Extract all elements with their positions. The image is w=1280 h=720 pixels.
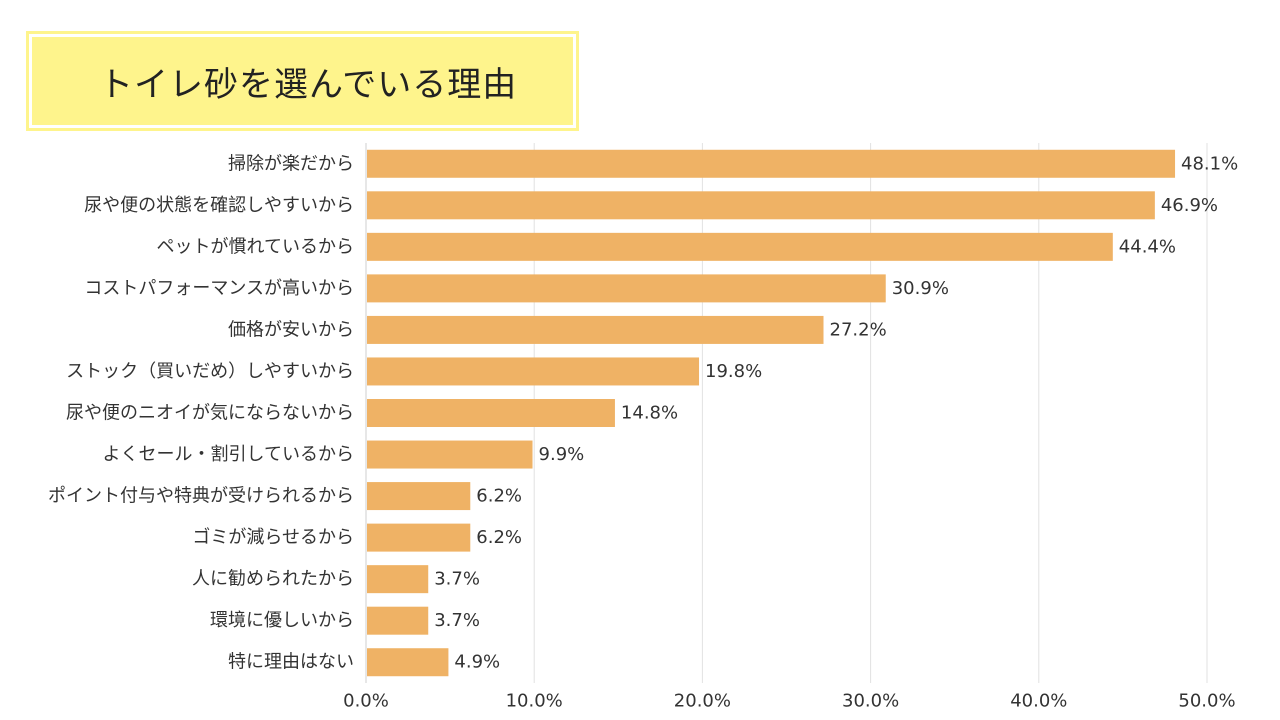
value-label: 44.4% <box>1119 236 1176 257</box>
category-label: ポイント付与や特典が受けられるから <box>48 486 354 507</box>
x-tick-label: 20.0% <box>674 691 731 712</box>
value-label: 9.9% <box>539 444 585 465</box>
category-label: 掃除が楽だから <box>228 153 354 174</box>
category-label: ストック（買いだめ）しやすいから <box>66 361 354 382</box>
bar <box>367 315 824 344</box>
value-label: 4.9% <box>454 652 500 673</box>
bar <box>367 357 700 386</box>
category-label: 環境に優しいから <box>210 610 354 631</box>
bar <box>367 565 429 594</box>
x-tick-label: 30.0% <box>842 691 899 712</box>
x-tick-label: 0.0% <box>343 691 389 712</box>
value-label: 19.8% <box>705 361 762 382</box>
category-label: 特に理由はない <box>228 652 354 673</box>
value-label: 30.9% <box>892 278 949 299</box>
chart-title: トイレ砂を選んでいる理由 <box>99 64 518 105</box>
value-label: 27.2% <box>830 319 887 340</box>
value-label: 14.8% <box>621 403 678 424</box>
x-tick-label: 40.0% <box>1010 691 1067 712</box>
bar <box>367 482 471 511</box>
value-label: 6.2% <box>476 527 522 548</box>
category-label: 人に勧められたから <box>192 569 354 590</box>
bar <box>367 191 1155 220</box>
category-label: 尿や便のニオイが気にならないから <box>66 403 354 424</box>
category-label: よくセール・割引しているから <box>103 444 354 465</box>
bar <box>367 440 533 469</box>
x-tick-label: 10.0% <box>506 691 563 712</box>
chart-title-box: トイレ砂を選んでいる理由 <box>26 31 579 131</box>
bar <box>367 648 449 677</box>
bar <box>367 149 1176 178</box>
value-label: 6.2% <box>476 486 522 507</box>
x-tick-label: 50.0% <box>1178 691 1235 712</box>
category-label: 価格が安いから <box>228 319 354 340</box>
bar <box>367 523 471 552</box>
category-label: コストパフォーマンスが高いから <box>84 278 354 299</box>
bar <box>367 606 429 635</box>
value-label: 46.9% <box>1161 195 1218 216</box>
value-label: 3.7% <box>434 610 480 631</box>
category-label: 尿や便の状態を確認しやすいから <box>84 195 354 216</box>
category-label: ゴミが減らせるから <box>192 527 354 548</box>
bar <box>367 232 1113 261</box>
value-label: 3.7% <box>434 569 480 590</box>
bar <box>367 274 886 303</box>
category-label: ペットが慣れているから <box>157 236 354 257</box>
value-label: 48.1% <box>1181 153 1238 174</box>
bar <box>367 399 615 427</box>
